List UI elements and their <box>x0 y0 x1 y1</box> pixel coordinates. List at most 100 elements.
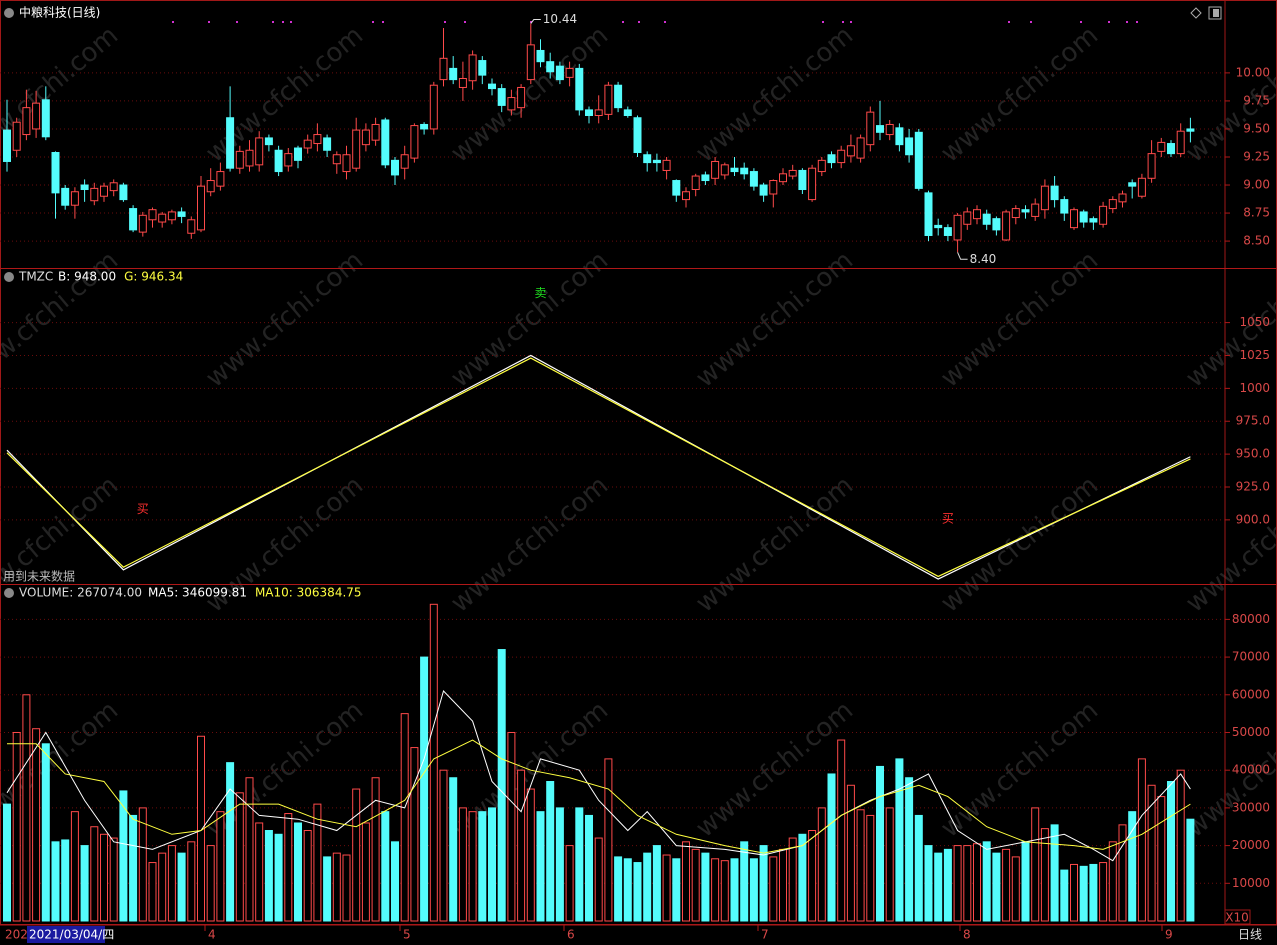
y-tick-label: 60000 <box>1232 687 1270 701</box>
candle-body <box>517 86 526 109</box>
candle-body <box>614 84 623 109</box>
volume-bar <box>1079 865 1088 922</box>
volume-bar <box>1021 841 1030 922</box>
candle-body <box>749 171 758 187</box>
window-icon[interactable] <box>1208 6 1222 20</box>
signal-marker: 买 <box>137 502 149 516</box>
ma-line <box>7 739 1191 854</box>
candle-body <box>740 167 749 175</box>
volume-bar <box>585 814 593 922</box>
volume-bar <box>488 807 496 922</box>
y-tick-label: 1025 <box>1239 348 1270 362</box>
volume-bar <box>1060 869 1069 922</box>
candle-body <box>691 175 700 191</box>
volume-bar <box>1070 863 1078 922</box>
volume-bar <box>914 814 923 922</box>
candle-body <box>313 134 322 145</box>
volume-bar <box>284 813 293 922</box>
y-tick-label: 1050 <box>1239 315 1270 329</box>
volume-bar <box>1011 856 1020 922</box>
candle-body <box>458 77 467 88</box>
month-label: 9 <box>1165 928 1173 942</box>
candle-body <box>148 209 157 221</box>
signal-dot <box>172 21 174 23</box>
candle-body <box>1128 182 1137 187</box>
candle-body <box>371 123 380 141</box>
candle-body <box>342 154 351 173</box>
indicator-line <box>6 357 1191 578</box>
unit-label: X10 <box>1225 911 1249 925</box>
signal-dot <box>272 21 274 23</box>
volume-bar <box>711 858 720 922</box>
volume-bar <box>391 841 399 922</box>
candle-body <box>303 139 312 149</box>
candle-body <box>982 213 991 225</box>
candle-body <box>90 187 99 202</box>
y-tick-label: 8.75 <box>1243 206 1270 220</box>
candle-body <box>70 191 79 206</box>
volume-bar <box>61 839 70 922</box>
candle-body <box>61 187 70 206</box>
y-tick-label: 80000 <box>1232 612 1270 626</box>
volume-bar <box>226 762 235 922</box>
candle-body <box>80 184 89 191</box>
candle-body <box>798 169 807 191</box>
signal-dot <box>208 21 210 23</box>
signal-marker: 卖 <box>534 286 546 300</box>
menu-icon[interactable] <box>4 8 14 18</box>
candle-body <box>1137 177 1146 197</box>
volume-bar <box>206 845 215 922</box>
candle-body <box>526 44 535 81</box>
menu-icon[interactable] <box>4 272 14 282</box>
legend-entry: G: 946.34 <box>124 270 183 284</box>
volume-bar <box>497 649 506 922</box>
volume-bar <box>342 854 351 922</box>
signal-dot <box>1108 21 1110 23</box>
y-tick-label: 925.0 <box>1236 479 1270 493</box>
volume-bar <box>643 852 652 922</box>
volume-bar <box>1186 818 1195 922</box>
candle-body <box>585 109 593 116</box>
y-tick-label: 10.00 <box>1236 65 1270 79</box>
signal-marker: 买 <box>942 512 954 526</box>
volume-bar <box>51 841 60 922</box>
candle-body <box>167 211 176 221</box>
diamond-icon[interactable] <box>1190 7 1202 19</box>
signal-dot <box>822 21 824 23</box>
annotation-pointer <box>530 19 541 24</box>
candle-body <box>138 214 147 233</box>
signal-dot <box>850 21 852 23</box>
volume-bar <box>177 852 186 922</box>
candle-body <box>12 121 21 151</box>
volume-bar <box>148 862 157 922</box>
y-tick-label: 1000 <box>1239 381 1270 395</box>
candle-body <box>905 137 914 156</box>
volume-bar <box>235 792 244 922</box>
candle-body <box>856 137 865 159</box>
candle-body <box>575 67 584 111</box>
candle-body <box>1050 185 1059 201</box>
candle-body <box>837 149 846 164</box>
menu-icon[interactable] <box>4 588 14 598</box>
volume-bar <box>798 833 807 922</box>
y-tick-label: 30000 <box>1232 800 1270 814</box>
volume-bar <box>1137 758 1146 922</box>
volume-bar <box>255 822 264 922</box>
candle-body <box>652 159 661 164</box>
signal-dot <box>282 21 284 23</box>
volume-bar <box>1157 796 1166 922</box>
volume-bar <box>381 811 390 922</box>
signal-dot <box>664 21 666 23</box>
candle-body <box>100 185 108 197</box>
candle-body <box>488 83 496 90</box>
candle-body <box>827 154 836 164</box>
candle-body <box>953 214 962 241</box>
annotation-label: 8.40 <box>970 252 997 266</box>
candle-body <box>1011 208 1020 219</box>
annotation-label: 10.44 <box>543 12 577 26</box>
volume-bar <box>294 822 302 922</box>
candle-body <box>643 154 652 164</box>
volume-bar <box>633 862 642 922</box>
volume-bar <box>614 856 623 922</box>
